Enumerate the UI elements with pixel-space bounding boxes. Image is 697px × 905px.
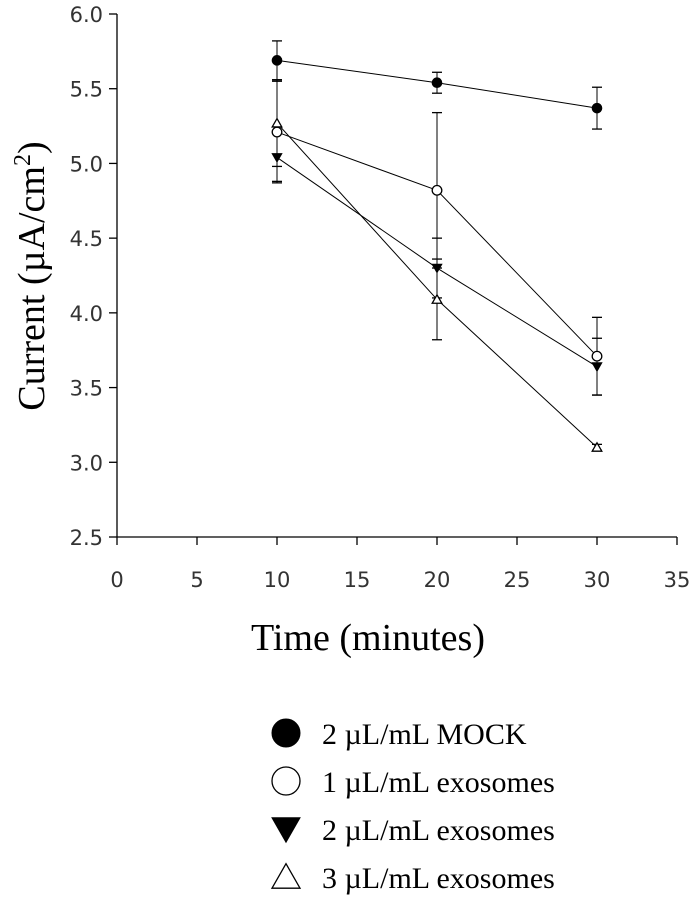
x-tick-label: 15 bbox=[344, 568, 371, 592]
data-point bbox=[591, 362, 603, 373]
legend-label: 1 µL/mL exosomes bbox=[322, 766, 555, 799]
y-axis-title-superscript: 2 bbox=[10, 154, 36, 166]
y-tick-label: 3.5 bbox=[70, 377, 103, 401]
x-tick-label: 20 bbox=[424, 568, 451, 592]
y-tick-label: 3.0 bbox=[70, 451, 103, 475]
data-point bbox=[271, 126, 283, 138]
x-axis-title: Time (minutes) bbox=[251, 617, 485, 659]
legend-label: 2 µL/mL exosomes bbox=[322, 814, 555, 847]
data-point bbox=[271, 153, 283, 164]
y-tick-label: 6.0 bbox=[70, 3, 103, 27]
data-point bbox=[271, 55, 283, 66]
plot-area: 0 5 10 15 20 25 30 35 2.5 3.0 3.5 4.0 4.5 5.0 5.5 6.0 bbox=[70, 3, 691, 592]
legend-label: 2 µL/mL MOCK bbox=[322, 718, 527, 751]
legend-item: 1 µL/mL exosomes bbox=[271, 766, 555, 799]
x-tick-label: 0 bbox=[110, 568, 123, 592]
data-point bbox=[591, 102, 603, 114]
y-axis-title-main: Current (µA/cm bbox=[11, 166, 53, 411]
x-tick-label: 30 bbox=[584, 568, 611, 592]
x-tick-label: 25 bbox=[504, 568, 531, 592]
y-tick-label: 5.0 bbox=[70, 152, 103, 176]
legend-item: 3 µL/mL exosomes bbox=[270, 862, 555, 895]
data-point bbox=[431, 263, 443, 274]
y-tick-label: 4.5 bbox=[70, 227, 103, 251]
x-tick-label: 10 bbox=[264, 568, 291, 592]
data-point bbox=[431, 184, 443, 196]
data-point bbox=[431, 293, 443, 304]
legend-marker bbox=[271, 766, 301, 796]
data-point bbox=[271, 117, 283, 128]
y-tick-label: 4.0 bbox=[70, 302, 103, 326]
data-point bbox=[591, 441, 603, 452]
legend-label: 3 µL/mL exosomes bbox=[322, 862, 555, 895]
y-tick-label: 5.5 bbox=[70, 78, 103, 102]
legend-marker bbox=[270, 862, 302, 889]
legend-marker bbox=[271, 718, 301, 748]
data-point bbox=[431, 77, 443, 89]
legend-item: 2 µL/mL MOCK bbox=[271, 718, 527, 751]
data-point bbox=[591, 350, 603, 362]
legend-item: 2 µL/mL exosomes bbox=[271, 814, 555, 847]
x-tick-label: 5 bbox=[190, 568, 203, 592]
x-tick-label: 35 bbox=[664, 568, 691, 592]
legend: 2 µL/mL MOCK 1 µL/mL exosomes 2 µL/mL exos… bbox=[270, 718, 555, 895]
legend-marker bbox=[271, 817, 301, 844]
y-tick-label: 2.5 bbox=[70, 526, 103, 550]
y-axis-title: Current (µA/cm2) bbox=[10, 141, 53, 410]
y-axis-title-close: ) bbox=[11, 141, 53, 154]
